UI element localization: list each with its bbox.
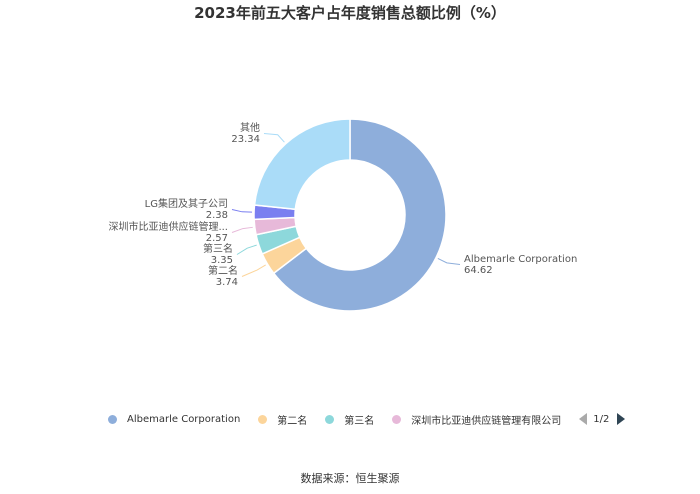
slice-value-6: 23.34 [231,134,260,145]
leader-line-6 [263,133,285,143]
legend: Albemarle Corporation 第二名 第三名 深圳市比亚迪供应链管… [108,410,626,428]
legend-label: 第二名 [277,415,308,427]
slice-label-1: Albemarle Corporation [464,254,577,265]
legend-item-byd[interactable]: 深圳市比亚迪供应链管理有限公司 [392,412,561,427]
legend-marker [258,414,268,424]
slice-label-6: 其他 [240,121,260,134]
legend-marker [392,414,402,424]
slice-label-2: 第二名 [208,264,238,277]
chart-title: 2023年前五大客户占年度销售总额比例（%） [194,4,506,22]
slice-value-5: 2.38 [206,210,228,221]
slice-label-4: 深圳市比亚迪供应链管理... [108,220,228,233]
legend-item-second[interactable]: 第二名 [258,412,307,427]
legend-marker [108,414,117,424]
leader-line-5 [231,209,253,213]
legend-item-albemarle[interactable]: Albemarle Corporation [108,414,240,425]
slice-value-3: 3.35 [211,255,233,266]
legend-label: 深圳市比亚迪供应链管理有限公司 [411,415,562,427]
slice-value-1: 64.62 [464,265,493,276]
legend-page-indicator: 1/2 [593,413,610,425]
legend-label: 第三名 [344,415,375,427]
leader-line-2 [241,264,266,277]
legend-item-third[interactable]: 第三名 [325,412,374,427]
slice-value-2: 3.74 [216,277,238,288]
legend-pager: 1/2 [579,413,626,425]
legend-marker [325,414,335,424]
slice-label-3: 第三名 [203,242,233,255]
leader-line-3 [236,244,257,255]
legend-label: Albemarle Corporation [127,413,241,425]
slice-label-5: LG集团及其子公司 [145,197,228,210]
slice-value-4: 2.57 [206,233,228,244]
leader-line-4 [231,226,253,233]
next-page-icon[interactable] [617,413,626,425]
prev-page-icon[interactable] [579,413,588,425]
leader-line-1 [437,257,461,265]
slice-6[interactable] [253,118,351,211]
data-source: 数据来源：恒生聚源 [300,472,400,485]
slice-1[interactable] [272,118,447,312]
